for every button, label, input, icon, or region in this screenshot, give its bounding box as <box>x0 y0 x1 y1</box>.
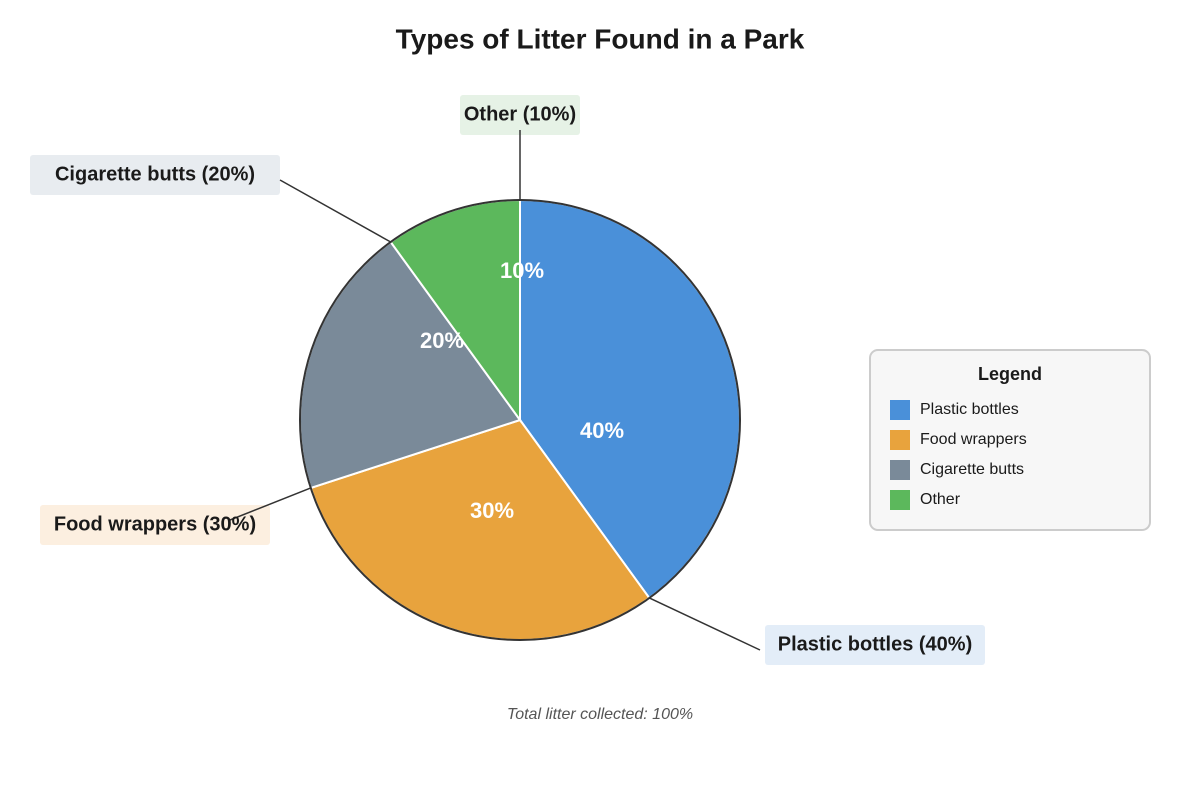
leader-line <box>648 597 761 651</box>
leader-line <box>229 487 312 521</box>
callout-label: Plastic bottles (40%) <box>778 633 973 655</box>
legend-label: Other <box>920 491 961 508</box>
note: Total litter collected: 100% <box>507 706 693 723</box>
callout-box <box>460 95 580 135</box>
slice-label: 30% <box>470 498 514 523</box>
legend-swatch <box>890 400 910 420</box>
callout-label: Cigarette butts (20%) <box>55 163 255 185</box>
slice-label: 10% <box>500 258 544 283</box>
legend-label: Cigarette butts <box>920 461 1024 478</box>
legend-label: Plastic bottles <box>920 401 1019 418</box>
callout-box <box>765 625 985 665</box>
callout-box <box>30 155 280 195</box>
legend-swatch <box>890 460 910 480</box>
legend-title: Legend <box>978 364 1042 384</box>
callout-label: Food wrappers (30%) <box>54 513 256 535</box>
chart-title: Types of Litter Found in a Park <box>396 23 805 54</box>
legend-label: Food wrappers <box>920 431 1027 448</box>
leader-line <box>279 179 392 243</box>
legend-box <box>869 349 1151 531</box>
slice-label: 40% <box>580 418 624 443</box>
callout-box <box>40 505 270 545</box>
callout-label: Other (10%) <box>464 103 576 125</box>
legend-swatch <box>890 490 910 510</box>
legend-swatch <box>890 430 910 450</box>
slice-label: 20% <box>420 328 464 353</box>
